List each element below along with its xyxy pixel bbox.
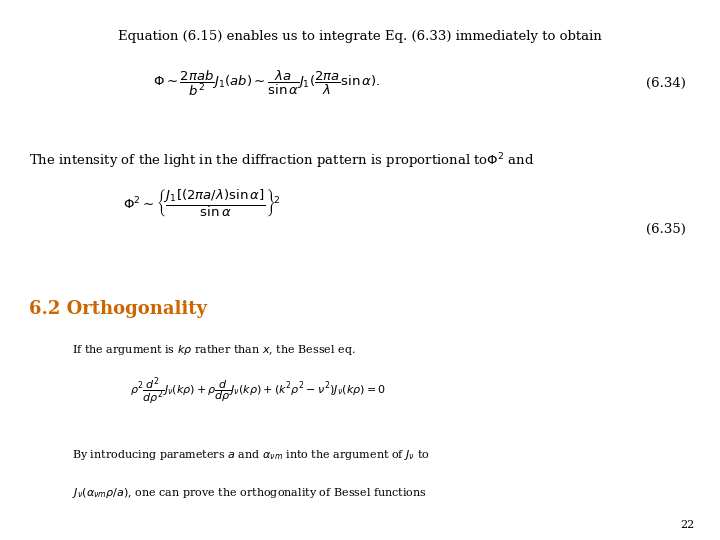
Text: If the argument is $k\rho$ rather than $x$, the Bessel eq.: If the argument is $k\rho$ rather than $…	[72, 343, 356, 357]
Text: 6.2 Orthogonality: 6.2 Orthogonality	[29, 300, 207, 318]
Text: $\Phi^2 \sim \left\{\dfrac{J_1\left[(2\pi a/\lambda)\sin\alpha\right]}{\sin\alph: $\Phi^2 \sim \left\{\dfrac{J_1\left[(2\p…	[123, 186, 280, 219]
Text: 22: 22	[680, 520, 695, 530]
Text: (6.34): (6.34)	[646, 77, 686, 90]
Text: $\rho^2\dfrac{d^2}{d\rho^2}J_\nu(k\rho)+\rho\dfrac{d}{d\rho}J_\nu(k\rho)+(k^2\rh: $\rho^2\dfrac{d^2}{d\rho^2}J_\nu(k\rho)+…	[130, 375, 385, 408]
Text: The intensity of the light in the diffraction pattern is proportional to$\Phi^2$: The intensity of the light in the diffra…	[29, 151, 534, 171]
Text: $\Phi \sim \dfrac{2\pi ab}{b^2}J_1(ab) \sim \dfrac{\lambda a}{\sin\alpha}J_1(\df: $\Phi \sim \dfrac{2\pi ab}{b^2}J_1(ab) \…	[153, 69, 380, 98]
Text: By introducing parameters $a$ and $\alpha_{\nu m}$ into the argument of $J_\nu$ : By introducing parameters $a$ and $\alph…	[72, 448, 430, 462]
Text: (6.35): (6.35)	[646, 223, 686, 236]
Text: $J_\nu(\alpha_{\nu m}\rho/a)$, one can prove the orthogonality of Bessel functio: $J_\nu(\alpha_{\nu m}\rho/a)$, one can p…	[72, 486, 427, 500]
Text: Equation (6.15) enables us to integrate Eq. (6.33) immediately to obtain: Equation (6.15) enables us to integrate …	[118, 30, 602, 43]
